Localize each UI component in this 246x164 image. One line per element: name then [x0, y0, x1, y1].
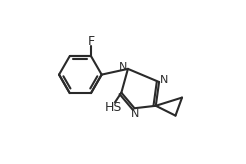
- Text: N: N: [159, 75, 168, 85]
- Text: HS: HS: [105, 101, 122, 114]
- Text: F: F: [88, 35, 94, 48]
- Text: N: N: [131, 110, 139, 119]
- Text: N: N: [119, 62, 127, 72]
